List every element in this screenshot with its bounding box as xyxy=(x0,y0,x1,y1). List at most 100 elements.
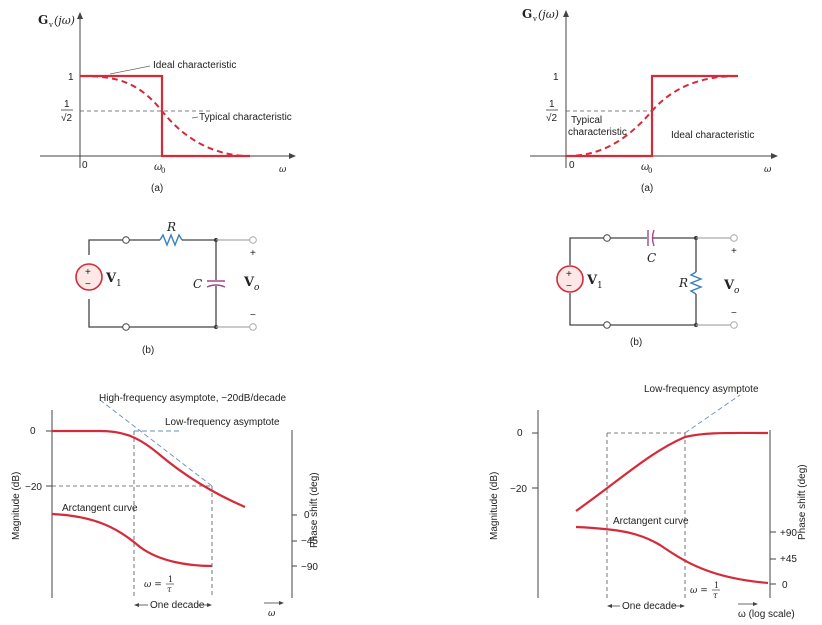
left-b-capacitor-plate2 xyxy=(206,284,226,288)
left-b-r-label: R xyxy=(166,220,176,234)
left-b-source-minus: − xyxy=(85,279,91,290)
right-a-ideal-curve xyxy=(566,74,738,158)
left-a-ylabel: G xyxy=(38,13,48,27)
left-c-phase-label: Phase shift (deg) xyxy=(309,472,320,548)
right-a-typical-label-1: Typical xyxy=(571,115,602,126)
left-panel-a: G v (jω) 1 1 √2 Ideal characteristic Typ… xyxy=(38,12,296,194)
left-a-x-arrow xyxy=(289,153,296,159)
left-c-w-fnum: 1 xyxy=(168,575,173,584)
right-b-terminal-out-top xyxy=(730,234,738,242)
left-c-w-eq: ω = xyxy=(144,580,162,590)
left-b-voltage-source xyxy=(75,263,103,291)
left-b-out-minus: − xyxy=(250,310,256,321)
left-panel-b: + − V 1 R C V o + − (b) xyxy=(75,220,260,356)
left-c-w-arrow xyxy=(279,601,284,605)
right-b-capacitor-plate2 xyxy=(651,229,655,247)
left-c-w: ω xyxy=(268,609,276,619)
right-b-v1-sub: 1 xyxy=(597,281,603,291)
left-b-out-plus: + xyxy=(250,248,256,259)
right-a-tick-1: 1 xyxy=(553,72,559,83)
left-a-frac-den: √2 xyxy=(61,112,72,124)
left-a-w0: ω xyxy=(154,162,162,173)
right-b-out-plus: + xyxy=(731,246,737,257)
left-c-y0: 0 xyxy=(30,426,36,437)
left-b-c-label: C xyxy=(193,277,202,291)
right-c-lf-asymptote xyxy=(684,394,741,434)
left-b-terminal-out-bottom xyxy=(249,323,257,331)
left-a-ideal-curve xyxy=(80,74,250,158)
right-b-wire-top-left xyxy=(569,237,604,265)
right-c-p90: +90 xyxy=(780,528,797,539)
right-a-w0: ω xyxy=(641,162,649,173)
left-c-hf-asymptote xyxy=(99,399,213,487)
right-c-w-arrow xyxy=(753,602,758,606)
left-b-terminal-out-top xyxy=(249,236,257,244)
left-a-frac-num: 1 xyxy=(64,99,70,110)
left-b-v1: V xyxy=(105,271,117,286)
left-c-decade-arrow-right xyxy=(207,603,212,607)
right-a-w0-sub: 0 xyxy=(648,167,652,175)
right-c-phase-curve xyxy=(575,525,769,585)
right-a-w: ω xyxy=(764,165,772,175)
left-b-source-plus: + xyxy=(85,267,91,278)
left-a-x0: 0 xyxy=(82,160,88,171)
right-b-terminal-out-bottom xyxy=(730,321,738,329)
left-c-p45: −45 xyxy=(301,536,318,547)
right-c-p45: +45 xyxy=(780,554,797,565)
left-a-w0-sub: 0 xyxy=(161,167,165,175)
left-panel-c: 0 −20 Magnitude (dB) Phase shift (deg) 0… xyxy=(11,393,320,619)
right-b-source-plus: + xyxy=(566,269,572,280)
left-b-wire-top-left xyxy=(88,239,123,255)
right-b-resistor xyxy=(689,271,703,295)
right-c-decade-label: One decade xyxy=(622,601,677,612)
right-a-x-arrow xyxy=(771,153,778,159)
left-b-caption: (b) xyxy=(142,345,154,356)
left-b-terminal-bl xyxy=(122,323,130,331)
left-b-vo-sub: o xyxy=(254,283,260,293)
right-a-typical-label-2: characteristic xyxy=(568,127,627,138)
left-c-hf-label: High-frequency asymptote, −20dB/decade xyxy=(99,393,286,404)
right-b-c-label: C xyxy=(647,251,656,265)
left-c-mag-label: Magnitude (dB) xyxy=(11,472,22,540)
left-a-ylabel-arg: (jω) xyxy=(54,14,75,27)
left-c-w-fden: τ xyxy=(167,585,172,594)
right-b-out-minus: − xyxy=(731,308,737,319)
right-a-typical-curve xyxy=(565,75,739,157)
right-c-mag-label: Magnitude (dB) xyxy=(489,472,500,540)
right-a-ylabel-arg: (jω) xyxy=(538,8,559,21)
right-a-ideal-label: Ideal characteristic xyxy=(671,130,754,141)
right-c-magnitude-curve xyxy=(575,431,769,512)
right-panel-c: 0 −20 Magnitude (dB) Phase shift (deg) +… xyxy=(489,384,808,620)
left-a-y-arrow xyxy=(77,12,83,19)
right-c-p0: 0 xyxy=(782,580,788,591)
right-b-source-minus: − xyxy=(566,281,572,292)
left-a-tick-1: 1 xyxy=(68,72,74,83)
right-b-terminal-tl xyxy=(603,234,611,242)
right-c-phase-label: Phase shift (deg) xyxy=(797,464,808,540)
left-c-y20: −20 xyxy=(25,482,42,493)
left-c-arct-label: Arctangent curve xyxy=(62,503,138,514)
right-c-decade-arrow-right xyxy=(680,604,685,608)
right-c-wlog: ω (log scale) xyxy=(738,609,795,620)
right-c-w-fden: τ xyxy=(713,591,718,600)
left-c-p0: 0 xyxy=(304,510,310,521)
left-b-wire-bottom-left xyxy=(88,299,123,328)
left-a-ideal-leader xyxy=(109,65,151,75)
right-a-frac-den: √2 xyxy=(546,112,557,124)
right-b-v1: V xyxy=(586,273,598,288)
left-b-resistor xyxy=(159,233,183,247)
left-a-typical-leader xyxy=(191,116,199,119)
right-c-arct-label: Arctangent curve xyxy=(613,516,689,527)
right-b-voltage-source xyxy=(556,265,584,293)
left-c-magnitude-curve xyxy=(52,429,246,509)
right-c-w-eq: ω = xyxy=(690,586,708,596)
right-a-ylabel: G xyxy=(522,7,532,21)
right-panel-b: + − V 1 C R V o + − (b) xyxy=(556,229,740,348)
left-c-phase-curve xyxy=(51,512,213,568)
left-b-terminal-tl xyxy=(122,236,130,244)
right-b-caption: (b) xyxy=(630,337,642,348)
left-b-vo: V xyxy=(243,275,255,290)
right-c-decade-arrow-left xyxy=(607,604,612,608)
right-b-vo-sub: o xyxy=(734,286,740,296)
right-c-w-fnum: 1 xyxy=(714,581,719,590)
